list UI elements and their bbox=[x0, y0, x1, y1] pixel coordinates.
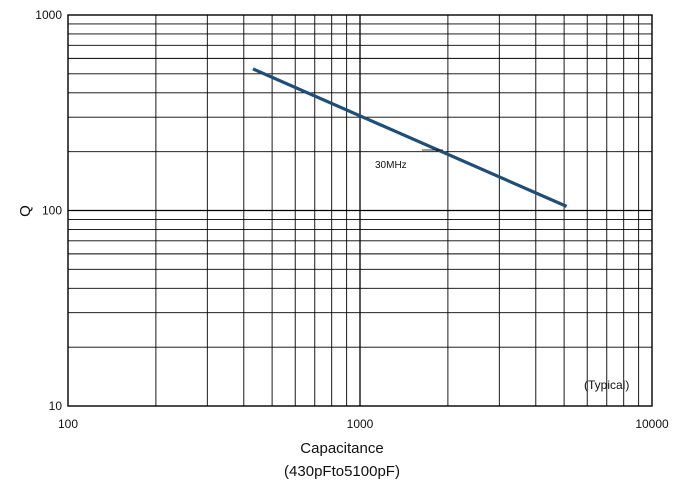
x-tick-label: 10000 bbox=[635, 417, 669, 431]
x-axis-sublabel: (430pFto5100pF) bbox=[284, 463, 400, 480]
plot-frame bbox=[67, 14, 653, 407]
y-tick-label: 1000 bbox=[35, 8, 62, 22]
y-tick-label: 100 bbox=[42, 204, 62, 218]
annotation-frequency: 30MHz bbox=[375, 160, 407, 171]
grid-lines bbox=[68, 15, 652, 406]
series-line bbox=[252, 67, 568, 208]
x-axis-label: Capacitance bbox=[300, 440, 383, 457]
y-tick-labels: 10 100 1000 bbox=[35, 8, 62, 413]
y-axis-label: Q bbox=[17, 205, 34, 217]
y-tick-label: 10 bbox=[49, 399, 63, 413]
x-tick-labels: 100 1000 10000 bbox=[58, 417, 669, 431]
annotation-typical: (Typical) bbox=[584, 378, 629, 392]
x-tick-label: 100 bbox=[58, 417, 78, 431]
x-tick-label: 1000 bbox=[347, 417, 374, 431]
series-layer bbox=[252, 67, 568, 208]
